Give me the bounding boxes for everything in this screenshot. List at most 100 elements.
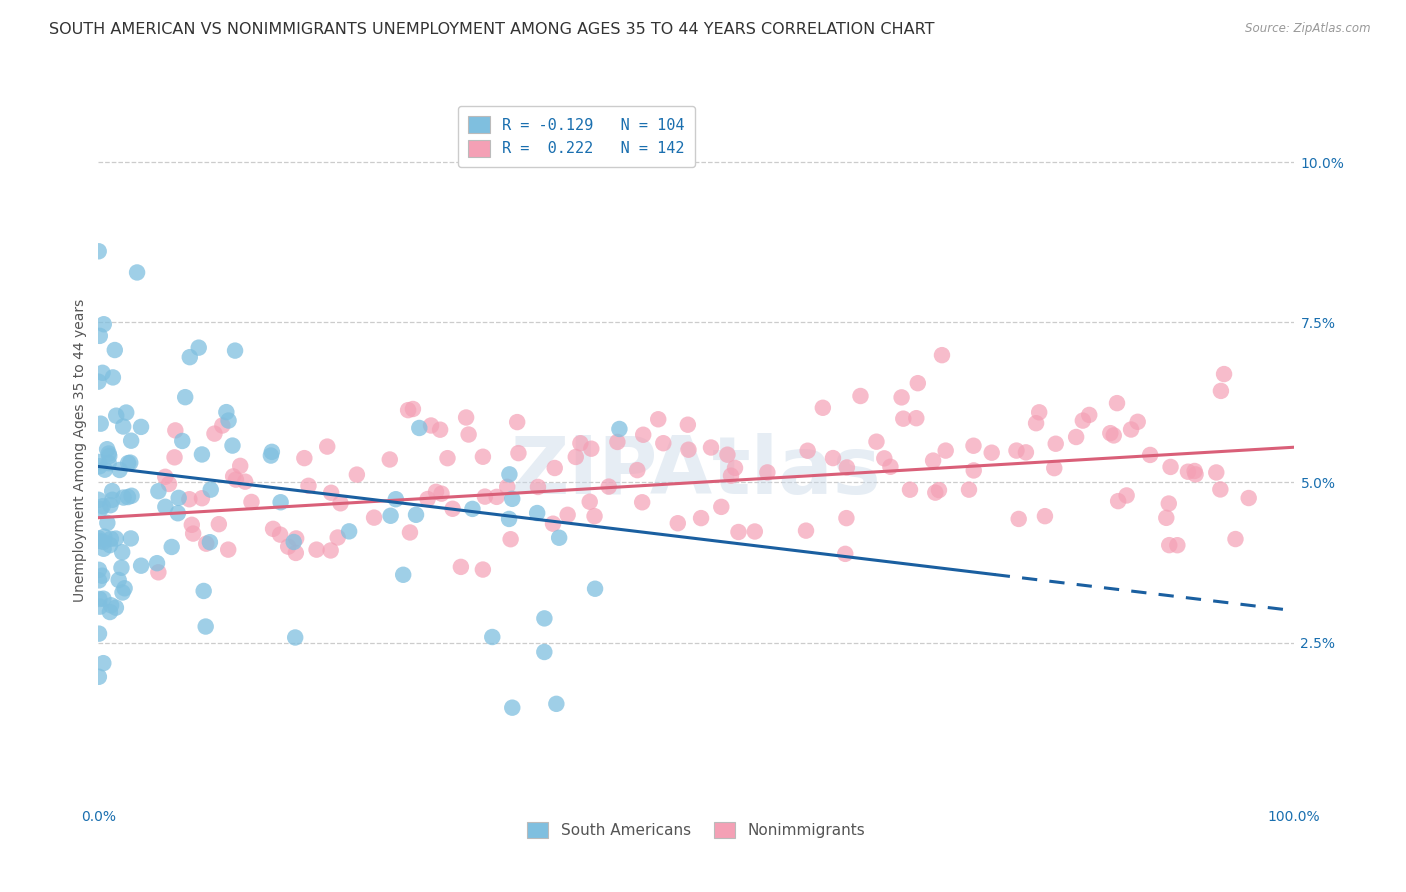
Point xyxy=(891,411,914,425)
Point xyxy=(89,329,111,343)
Point xyxy=(1225,532,1247,546)
Point xyxy=(429,423,451,437)
Text: Source: ZipAtlas.com: Source: ZipAtlas.com xyxy=(1246,22,1371,36)
Point xyxy=(112,491,135,505)
Point xyxy=(104,532,127,546)
Point xyxy=(91,568,114,582)
Point xyxy=(471,563,494,577)
Point xyxy=(498,467,520,482)
Point xyxy=(548,531,571,545)
Point xyxy=(129,420,152,434)
Point xyxy=(1209,384,1232,398)
Text: ZIPAtlas: ZIPAtlas xyxy=(510,433,882,510)
Point xyxy=(167,491,190,505)
Point xyxy=(107,573,129,587)
Point xyxy=(744,524,766,539)
Point xyxy=(898,483,921,497)
Point xyxy=(700,441,723,455)
Point xyxy=(337,524,360,539)
Point xyxy=(87,626,110,640)
Point xyxy=(146,556,169,570)
Point xyxy=(167,506,190,520)
Point xyxy=(240,495,263,509)
Point xyxy=(1156,511,1178,525)
Point xyxy=(380,508,402,523)
Point xyxy=(87,375,110,389)
Point xyxy=(292,451,315,466)
Point xyxy=(1071,414,1094,428)
Point xyxy=(117,490,139,504)
Point xyxy=(87,563,110,577)
Point xyxy=(1209,483,1232,497)
Point xyxy=(544,461,567,475)
Point xyxy=(931,348,953,362)
Point xyxy=(180,517,202,532)
Point xyxy=(179,350,201,364)
Point xyxy=(716,448,738,462)
Point xyxy=(204,426,226,441)
Point xyxy=(93,591,115,606)
Point xyxy=(416,491,439,506)
Point xyxy=(115,405,138,419)
Point xyxy=(546,697,568,711)
Point xyxy=(233,475,256,489)
Point xyxy=(385,492,408,507)
Point xyxy=(155,470,177,484)
Point xyxy=(631,495,654,509)
Point xyxy=(1102,428,1125,442)
Point xyxy=(474,490,496,504)
Point xyxy=(111,585,134,599)
Point xyxy=(129,558,152,573)
Point xyxy=(221,439,243,453)
Point xyxy=(108,463,131,477)
Point xyxy=(329,496,352,510)
Point xyxy=(117,456,139,470)
Point xyxy=(834,547,856,561)
Point xyxy=(598,480,620,494)
Point xyxy=(935,443,957,458)
Point xyxy=(94,463,117,477)
Point xyxy=(1115,488,1137,502)
Point xyxy=(225,473,247,487)
Point xyxy=(100,532,122,546)
Point xyxy=(873,451,896,466)
Point xyxy=(1008,512,1031,526)
Point xyxy=(496,480,519,494)
Point xyxy=(396,403,419,417)
Point xyxy=(179,492,201,507)
Point xyxy=(1105,396,1128,410)
Point xyxy=(541,516,564,531)
Point xyxy=(1126,415,1149,429)
Point xyxy=(1166,538,1188,552)
Point xyxy=(957,483,980,497)
Point xyxy=(849,389,872,403)
Point xyxy=(501,700,523,714)
Point xyxy=(285,532,308,546)
Point xyxy=(105,409,128,423)
Point xyxy=(100,599,122,613)
Point xyxy=(606,434,628,449)
Point xyxy=(890,390,912,404)
Point xyxy=(277,540,299,554)
Point xyxy=(962,439,984,453)
Point xyxy=(96,442,118,457)
Point xyxy=(191,447,214,461)
Point xyxy=(647,412,669,426)
Point xyxy=(724,461,747,475)
Point xyxy=(93,541,115,556)
Point xyxy=(609,422,631,436)
Point xyxy=(963,463,986,477)
Point xyxy=(626,463,648,477)
Point xyxy=(1213,367,1236,381)
Point xyxy=(101,484,124,499)
Point xyxy=(101,370,124,384)
Point xyxy=(120,532,142,546)
Point xyxy=(283,535,305,549)
Point xyxy=(96,516,118,530)
Point xyxy=(90,417,112,431)
Point xyxy=(924,485,946,500)
Point xyxy=(262,522,284,536)
Point xyxy=(148,484,170,499)
Point xyxy=(89,534,111,549)
Point xyxy=(1043,461,1066,475)
